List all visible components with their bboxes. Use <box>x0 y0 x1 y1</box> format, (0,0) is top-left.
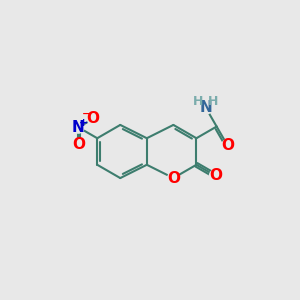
Text: O: O <box>221 138 234 153</box>
Text: O: O <box>167 171 180 186</box>
Circle shape <box>222 140 233 151</box>
Text: −: − <box>82 109 91 119</box>
Text: +: + <box>78 118 88 128</box>
Circle shape <box>168 172 179 184</box>
Circle shape <box>209 170 221 182</box>
Circle shape <box>87 113 99 124</box>
Text: N: N <box>200 100 212 115</box>
Text: N: N <box>72 120 85 135</box>
Text: O: O <box>87 111 100 126</box>
Text: H: H <box>208 95 218 108</box>
Circle shape <box>73 139 84 150</box>
Circle shape <box>199 101 212 114</box>
Text: H: H <box>193 95 203 108</box>
Text: O: O <box>72 137 85 152</box>
Text: O: O <box>209 168 222 183</box>
Circle shape <box>73 122 84 133</box>
